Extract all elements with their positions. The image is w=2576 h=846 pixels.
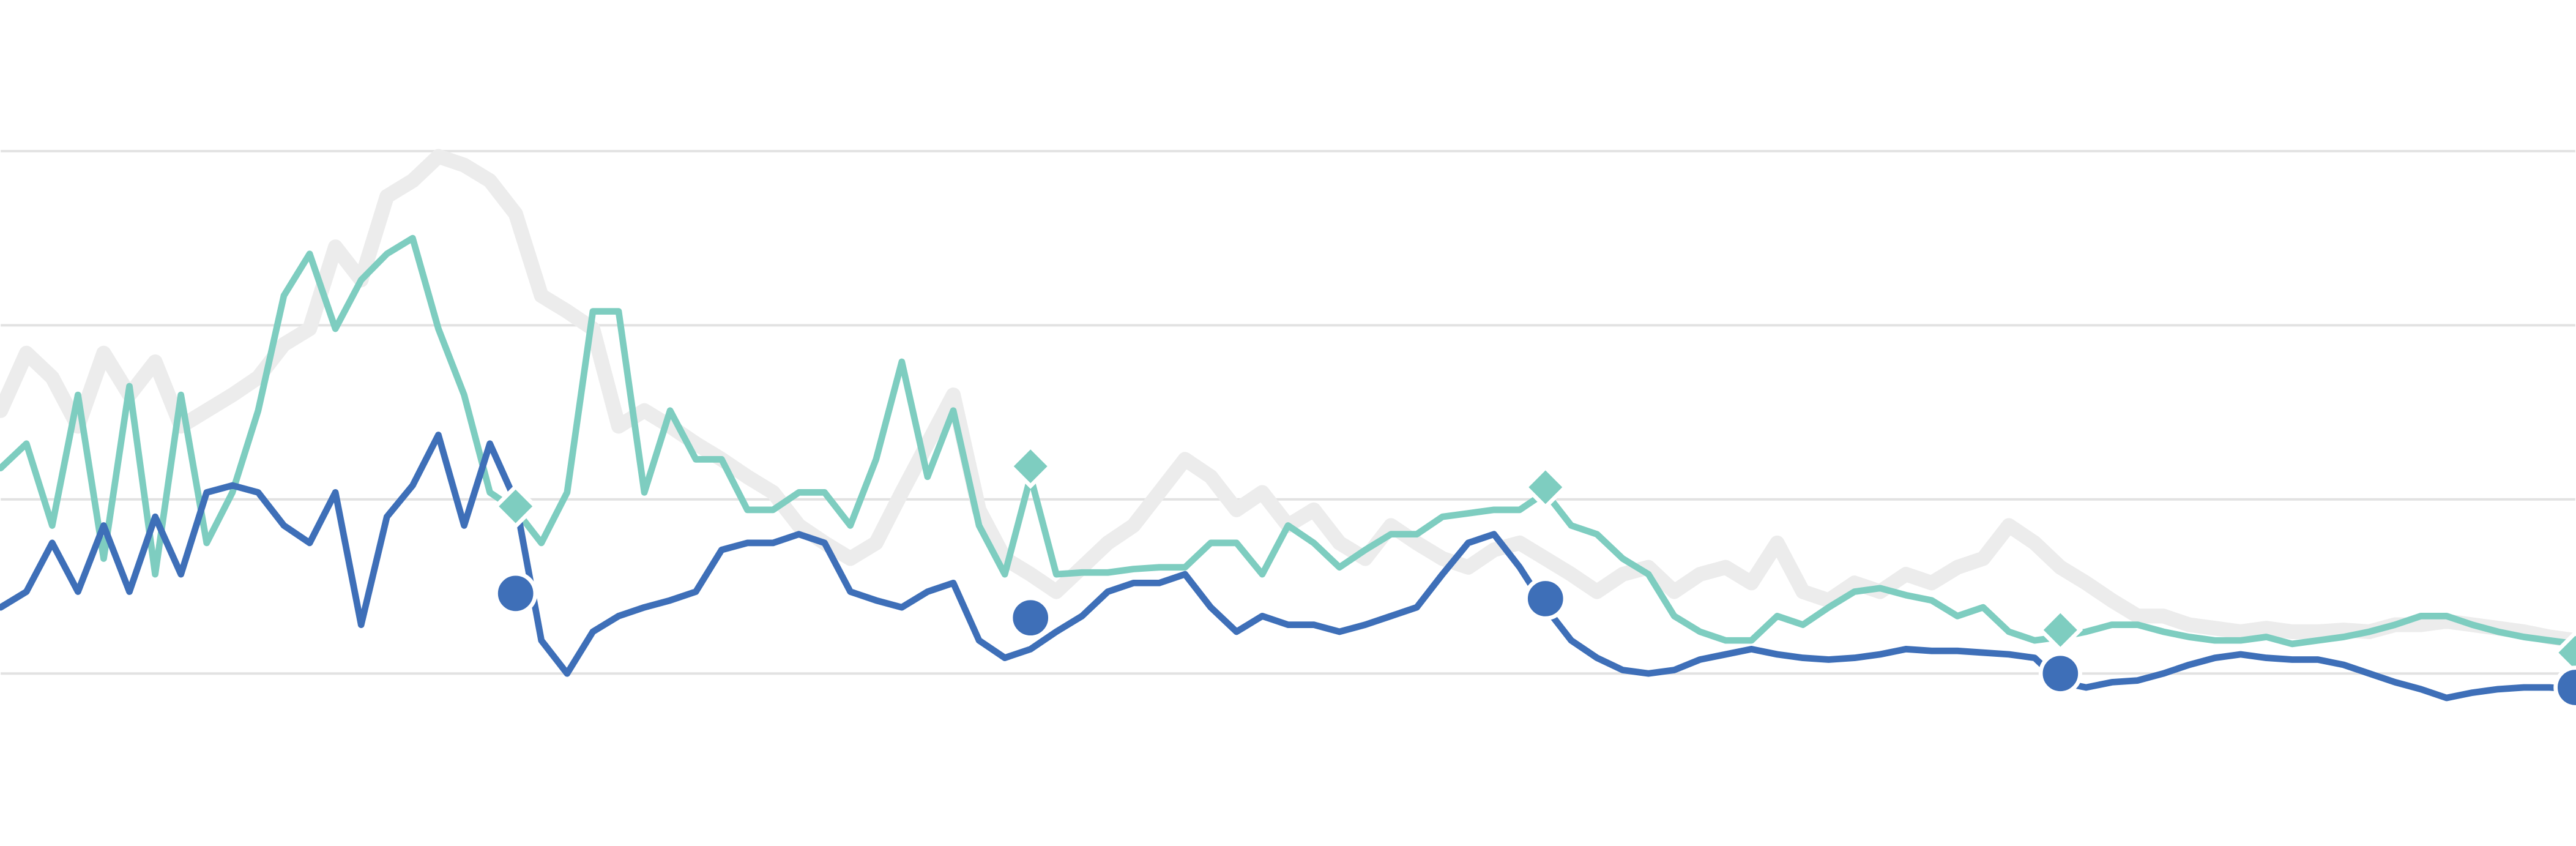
data-line <box>0 432 2576 702</box>
point-marker <box>1008 443 1054 489</box>
point-marker <box>493 484 538 530</box>
point-marker <box>2038 607 2083 653</box>
data-line <box>0 234 2576 648</box>
point-marker <box>1522 464 1568 510</box>
point-marker <box>494 571 538 615</box>
point-marker <box>2038 651 2082 695</box>
point-marker <box>2553 665 2576 709</box>
data-line <box>0 149 2576 648</box>
point-marker <box>1524 577 1568 621</box>
point-marker <box>1008 596 1052 640</box>
